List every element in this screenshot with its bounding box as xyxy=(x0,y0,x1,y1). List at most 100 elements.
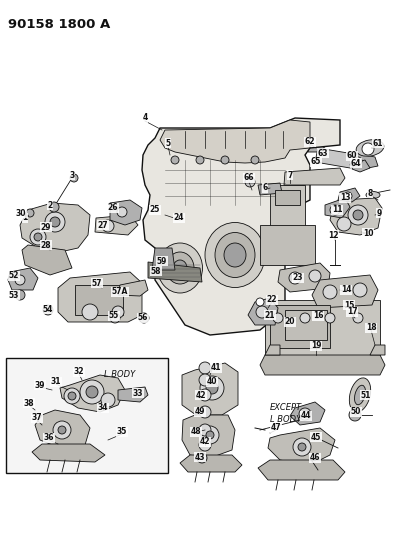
Circle shape xyxy=(256,298,264,306)
Polygon shape xyxy=(370,345,385,355)
Text: 15: 15 xyxy=(344,301,354,310)
Text: 90158 1800 A: 90158 1800 A xyxy=(8,18,110,31)
Text: 30: 30 xyxy=(16,208,26,217)
Text: 10: 10 xyxy=(363,229,373,238)
Ellipse shape xyxy=(173,260,187,276)
Text: 9: 9 xyxy=(376,208,382,217)
Text: 19: 19 xyxy=(311,342,321,351)
Circle shape xyxy=(43,305,53,315)
Bar xyxy=(275,190,300,205)
Text: 21: 21 xyxy=(265,311,275,319)
Text: 49: 49 xyxy=(195,408,205,416)
Circle shape xyxy=(348,205,368,225)
Bar xyxy=(6,358,168,473)
Text: 64: 64 xyxy=(351,158,361,167)
Text: 65: 65 xyxy=(311,157,321,166)
Text: 52: 52 xyxy=(9,271,19,280)
Circle shape xyxy=(199,362,211,374)
Text: 22: 22 xyxy=(267,295,277,304)
Polygon shape xyxy=(312,275,378,308)
Circle shape xyxy=(300,313,310,323)
Circle shape xyxy=(344,192,352,200)
Polygon shape xyxy=(148,262,202,282)
Text: 60: 60 xyxy=(347,151,357,160)
Text: L BODY: L BODY xyxy=(104,370,136,379)
Circle shape xyxy=(102,220,114,232)
Text: 61: 61 xyxy=(373,139,383,148)
Polygon shape xyxy=(182,363,238,415)
Text: 43: 43 xyxy=(195,453,205,462)
Polygon shape xyxy=(8,268,38,290)
Polygon shape xyxy=(95,215,138,235)
Polygon shape xyxy=(290,402,325,425)
Text: 28: 28 xyxy=(41,240,51,249)
Polygon shape xyxy=(308,140,330,152)
Text: 27: 27 xyxy=(98,221,108,230)
Text: 18: 18 xyxy=(366,324,376,333)
Text: 55: 55 xyxy=(109,311,119,320)
Text: 7: 7 xyxy=(287,171,293,180)
Circle shape xyxy=(199,439,211,451)
Polygon shape xyxy=(118,387,148,402)
Text: 12: 12 xyxy=(328,230,338,239)
Polygon shape xyxy=(258,183,282,195)
Circle shape xyxy=(201,426,219,444)
Circle shape xyxy=(15,290,25,300)
Text: 51: 51 xyxy=(361,391,371,400)
Ellipse shape xyxy=(158,243,202,293)
Circle shape xyxy=(171,156,179,164)
Circle shape xyxy=(117,207,127,217)
Text: 50: 50 xyxy=(351,408,361,416)
Circle shape xyxy=(251,156,259,164)
Text: 62: 62 xyxy=(305,138,315,147)
Circle shape xyxy=(309,270,321,282)
Text: 8: 8 xyxy=(367,189,373,198)
Circle shape xyxy=(245,177,255,187)
Circle shape xyxy=(50,217,60,227)
Circle shape xyxy=(354,157,362,165)
Circle shape xyxy=(80,380,104,404)
Polygon shape xyxy=(152,248,175,270)
Ellipse shape xyxy=(215,232,255,278)
Circle shape xyxy=(53,421,71,439)
Text: 57: 57 xyxy=(92,279,102,287)
Polygon shape xyxy=(60,375,125,412)
Text: 58: 58 xyxy=(151,266,161,276)
Circle shape xyxy=(34,233,42,241)
Text: 6: 6 xyxy=(262,183,268,192)
Text: EXCEPT
L BODY: EXCEPT L BODY xyxy=(270,403,302,424)
Polygon shape xyxy=(182,415,235,458)
Circle shape xyxy=(199,406,211,418)
Text: 48: 48 xyxy=(191,427,202,437)
Text: 17: 17 xyxy=(347,308,357,317)
Text: 23: 23 xyxy=(293,273,303,282)
Polygon shape xyxy=(260,355,385,375)
Circle shape xyxy=(362,143,374,155)
Circle shape xyxy=(221,156,229,164)
Text: 3: 3 xyxy=(69,171,75,180)
Circle shape xyxy=(30,229,46,245)
Text: 5: 5 xyxy=(166,139,170,148)
Circle shape xyxy=(206,431,214,439)
Text: 63: 63 xyxy=(318,149,328,157)
Text: 29: 29 xyxy=(41,222,51,231)
Text: 25: 25 xyxy=(150,206,160,214)
Circle shape xyxy=(82,304,98,320)
Polygon shape xyxy=(268,428,335,465)
Text: 42: 42 xyxy=(196,391,206,400)
Circle shape xyxy=(101,393,115,407)
Polygon shape xyxy=(278,263,330,292)
Polygon shape xyxy=(338,188,360,202)
Ellipse shape xyxy=(349,378,371,412)
Text: 57A: 57A xyxy=(112,287,128,296)
Circle shape xyxy=(26,209,34,217)
Circle shape xyxy=(112,306,124,318)
Polygon shape xyxy=(180,455,242,472)
Circle shape xyxy=(49,202,59,212)
Circle shape xyxy=(45,212,65,232)
Text: 38: 38 xyxy=(24,399,34,408)
Text: 59: 59 xyxy=(157,256,167,265)
Ellipse shape xyxy=(355,385,366,405)
Text: 40: 40 xyxy=(207,377,217,386)
Circle shape xyxy=(206,382,218,394)
